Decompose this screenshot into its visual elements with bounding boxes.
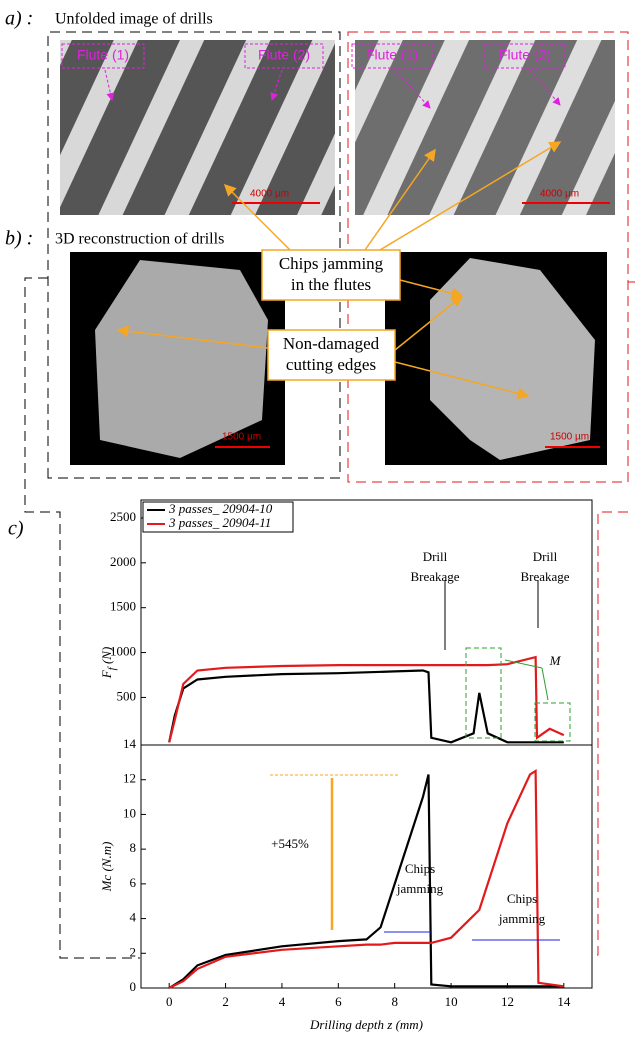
panel-label: b) : <box>5 228 33 250</box>
callout-text: in the flutes <box>291 275 371 294</box>
arrow <box>116 325 269 349</box>
y-axis-label: Ff (N) <box>99 647 118 680</box>
annotation: Drill <box>423 549 448 564</box>
y-axis-label-unit: (N) <box>99 647 114 668</box>
legend-box <box>142 501 294 533</box>
arrow <box>394 69 431 109</box>
x-tick-label: 4 <box>279 994 286 1009</box>
decoration <box>465 647 502 739</box>
callout-text: Chips jamming <box>279 254 384 273</box>
drill-shape <box>95 260 268 458</box>
y-tick-label: 2500 <box>110 509 136 524</box>
arrow <box>399 279 464 300</box>
legend-label: 3 passes_ 20904-11 <box>168 515 271 530</box>
annotation: M <box>549 653 562 668</box>
x-tick-label: 0 <box>166 994 173 1009</box>
y-tick-label: 1000 <box>110 644 136 659</box>
series-line <box>168 769 564 989</box>
x-tick-label: 2 <box>222 994 229 1009</box>
y-axis-label-part: F <box>99 669 114 679</box>
y-tick-label: 4 <box>130 910 137 925</box>
annotation: Drill <box>533 549 558 564</box>
annotation: Breakage <box>520 569 569 584</box>
x-tick-label: 12 <box>501 994 514 1009</box>
plot-frame <box>140 499 593 746</box>
scale-label: 4000 µm <box>540 189 579 200</box>
flute-box <box>351 43 433 69</box>
frame-left <box>47 31 341 479</box>
decoration <box>534 702 571 742</box>
annotation: Breakage <box>410 569 459 584</box>
y-tick-label: 2 <box>130 944 137 959</box>
y-tick-label: 12 <box>123 771 136 786</box>
annotation: +545% <box>271 836 309 851</box>
image <box>355 40 615 215</box>
arrow <box>379 141 562 251</box>
panel-label: a) : <box>5 8 33 30</box>
flute-label: Flute (1) <box>366 47 418 63</box>
y-tick-label: 10 <box>123 805 136 820</box>
x-tick-label: 14 <box>557 994 571 1009</box>
callout-box <box>267 329 396 381</box>
y-tick-label: 0 <box>130 979 137 994</box>
flute-label: Flute (2) <box>499 47 551 63</box>
panel-title: Unfolded image of drills <box>55 11 213 28</box>
image <box>60 40 335 215</box>
flute-box <box>61 43 145 69</box>
series-line <box>168 774 564 989</box>
flute-box <box>484 43 566 69</box>
x-tick-label: 10 <box>445 994 458 1009</box>
flute-box <box>244 43 324 69</box>
y-tick-label: 500 <box>117 688 137 703</box>
scale-label: 1500 µm <box>222 432 261 443</box>
y-tick-label: 8 <box>130 840 137 855</box>
y-tick-label: 14 <box>123 736 137 751</box>
arrow <box>394 295 464 351</box>
y-tick-label: 6 <box>130 875 137 890</box>
callout-box <box>261 249 401 301</box>
arrow <box>223 183 291 251</box>
panel-label: c) <box>8 518 24 540</box>
decoration <box>504 659 549 701</box>
legend-label: 3 passes_ 20904-10 <box>168 501 273 516</box>
legend: 3 passes_ 20904-103 passes_ 20904-11 <box>142 501 294 533</box>
x-axis-label: Drilling depth z (mm) <box>309 1017 423 1032</box>
drill-shape <box>430 258 595 460</box>
scale-label: 4000 µm <box>250 189 289 200</box>
flute-label: Flute (2) <box>258 47 310 63</box>
flute-label: Flute (1) <box>77 47 129 63</box>
y-axis-label: Mc (N.m) <box>99 842 114 893</box>
y-tick-label: 2000 <box>110 554 136 569</box>
annotation: Chips <box>507 891 537 906</box>
annotation: Chips <box>405 861 435 876</box>
x-tick-label: 6 <box>335 994 342 1009</box>
annotation: jamming <box>396 881 444 896</box>
arrow <box>394 361 530 400</box>
plot-frame <box>140 744 593 989</box>
arrow <box>104 69 115 101</box>
arrow <box>364 148 436 251</box>
panel-title: 3D reconstruction of drills <box>55 231 224 248</box>
arrow <box>529 69 561 106</box>
series-line <box>168 655 565 743</box>
y-tick-label: 1500 <box>110 599 136 614</box>
scale-label: 1500 µm <box>550 432 589 443</box>
arrow <box>270 69 283 101</box>
callout-text: Non-damaged <box>283 334 380 353</box>
callout-text: cutting edges <box>286 355 376 374</box>
y-axis-label-subscript: f <box>106 665 118 670</box>
x-tick-label: 8 <box>391 994 398 1009</box>
annotation: jamming <box>498 911 546 926</box>
link-right <box>592 281 635 956</box>
y-axis-label-part: Mc (N.m) <box>99 842 114 893</box>
link-left <box>24 277 140 959</box>
series-line <box>168 669 564 744</box>
